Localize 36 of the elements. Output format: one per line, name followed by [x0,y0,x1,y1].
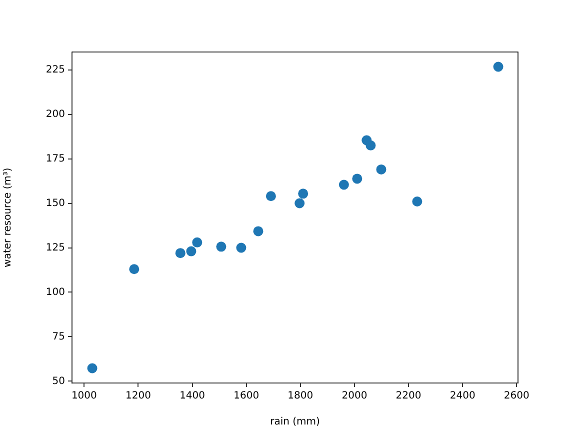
y-axis-title: water resource (m³) [2,168,14,268]
y-tick-label: 75 [52,331,65,342]
point [266,191,276,202]
y-tick-label: 100 [46,286,65,298]
point [298,188,308,199]
point [216,242,226,252]
y-tick-label: 50 [52,376,65,387]
point [129,264,140,274]
x-tick-label: 1400 [180,390,206,402]
point [376,164,386,174]
point [352,174,362,184]
x-tick-label: 1600 [234,390,260,402]
x-tick-label: 1200 [126,390,151,402]
point [338,180,349,190]
x-axis-title: rain (mm) [270,416,320,428]
point [186,246,196,256]
y-tick-label: 200 [46,108,65,120]
x-tick-label: 2000 [342,390,368,402]
point [87,363,98,374]
point [493,62,504,72]
x-tick-label: 2400 [450,390,476,402]
point [412,196,422,206]
x-tick-label: 2600 [504,390,530,402]
point [294,198,305,208]
point [366,140,376,150]
point [253,226,264,236]
y-tick-label: 225 [46,64,65,76]
y-tick-label: 150 [46,198,65,209]
point [236,242,246,253]
y-tick-label: 175 [46,153,65,164]
point [192,237,202,248]
x-tick-label: 1000 [71,390,97,402]
point [175,248,186,258]
y-tick-label: 125 [46,242,65,254]
x-tick-label: 2200 [396,390,422,402]
x-tick-label: 1800 [288,390,314,402]
